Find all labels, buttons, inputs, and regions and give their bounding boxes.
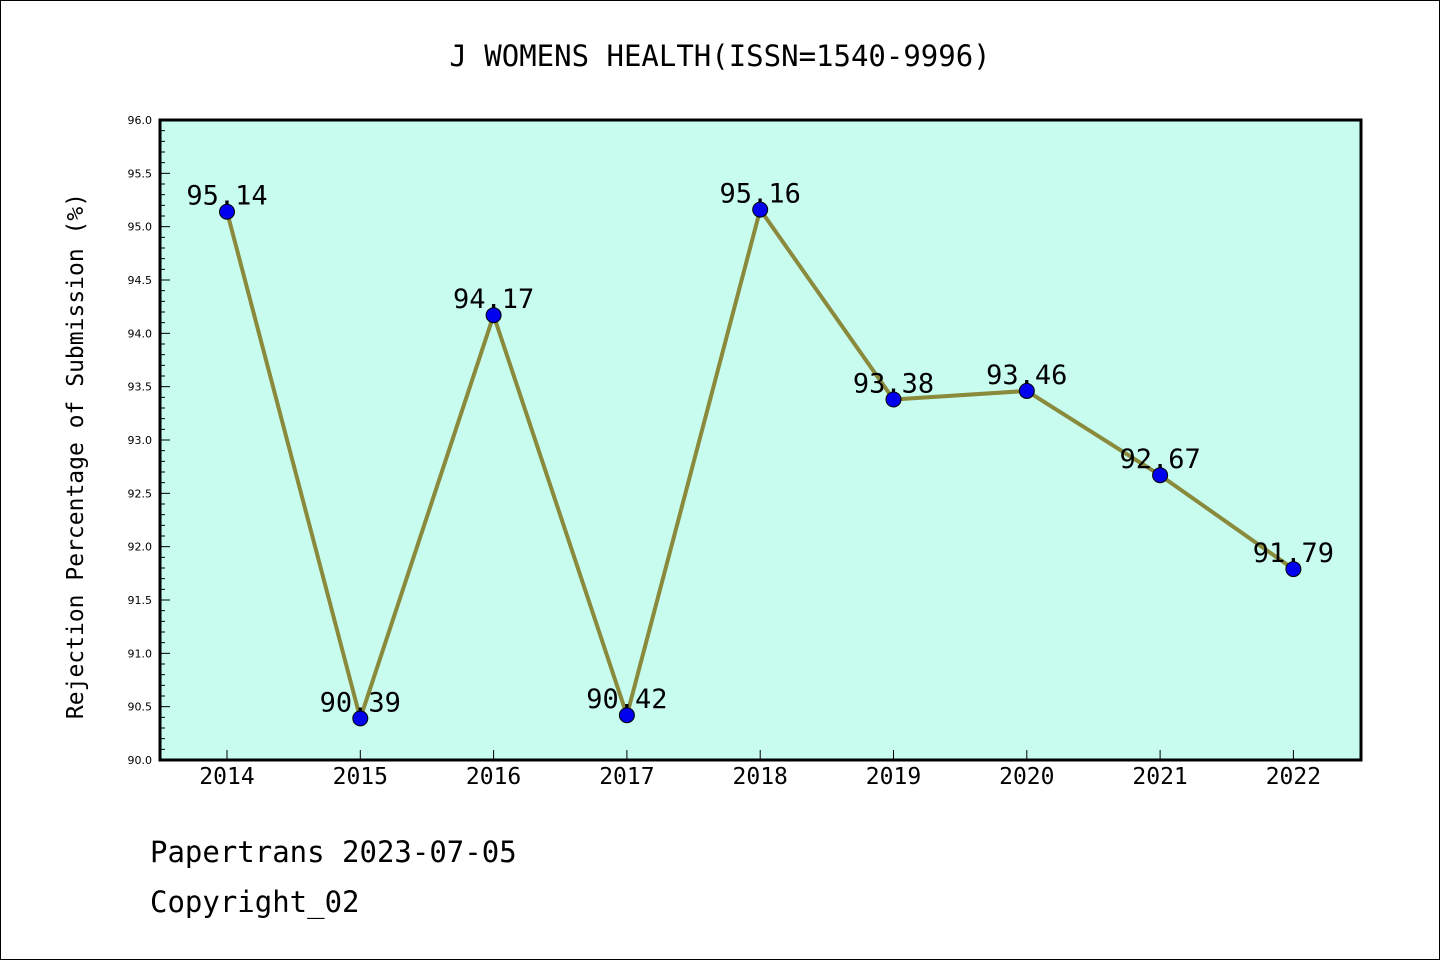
x-tick-label: 2015 [333,764,388,790]
x-tick-label: 2017 [599,764,654,790]
x-tick-label: 2016 [466,764,521,790]
y-tick-label: 94.5 [128,274,153,287]
x-tick-label: 2014 [199,764,254,790]
data-point [352,710,369,727]
data-point [752,201,769,218]
data-label: 91.79 [1253,538,1334,569]
data-point [1018,382,1035,399]
y-tick-label: 90.5 [128,701,153,714]
data-point [219,203,235,220]
data-point [885,391,902,408]
data-label: 95.14 [186,181,267,212]
data-label: 94.17 [453,284,534,315]
data-points [219,201,1302,727]
data-label: 90.42 [586,684,667,715]
y-tick-label: 92.0 [128,541,153,554]
y-axis-ticks: 90.0 90.5 91.0 91.5 92.0 92.5 93.0 93.5 94.0 94.5… [128,114,170,767]
data-point [485,307,502,324]
x-tick-label: 2021 [1132,764,1187,790]
x-tick-label: 2020 [999,764,1054,790]
footer-date: Papertrans 2023-07-05 [150,835,517,869]
data-point [1152,467,1169,484]
footer-copyright: Copyright_02 [150,885,360,919]
data-point [618,707,635,724]
data-labels: 95.14 90.39 94.17 90.42 95.16 93.38 93.46 92.67… [186,179,1334,719]
y-tick-label: 93.0 [128,434,153,447]
y-tick-label: 95.0 [128,221,153,234]
x-tick-label: 2022 [1266,764,1321,790]
y-tick-label: 95.5 [128,167,153,180]
data-label: 93.38 [853,368,934,399]
y-tick-label: 94.0 [128,327,153,340]
y-tick-label: 93.5 [128,381,153,394]
y-tick-label: 91.0 [128,647,153,660]
data-label: 90.39 [320,687,401,718]
data-label: 95.16 [720,179,801,210]
data-point [1285,561,1302,578]
x-axis-ticks: 2014 2015 2016 2017 2018 2019 2020 2021 2022 [199,750,1321,790]
y-tick-label: 96.0 [128,114,153,127]
y-tick-label: 91.5 [128,594,153,607]
y-tick-label: 90.0 [128,754,153,767]
x-tick-label: 2019 [866,764,921,790]
y-axis-label: Rejection Percentage of Submission (%) [63,193,89,719]
data-label: 92.67 [1119,444,1200,475]
plot-area [158,118,1363,762]
chart-title: J WOMENS HEALTH(ISSN=1540-9996) [449,39,990,73]
x-tick-label: 2018 [733,764,788,790]
y-tick-label: 92.5 [128,487,153,500]
data-label: 93.46 [986,360,1067,391]
